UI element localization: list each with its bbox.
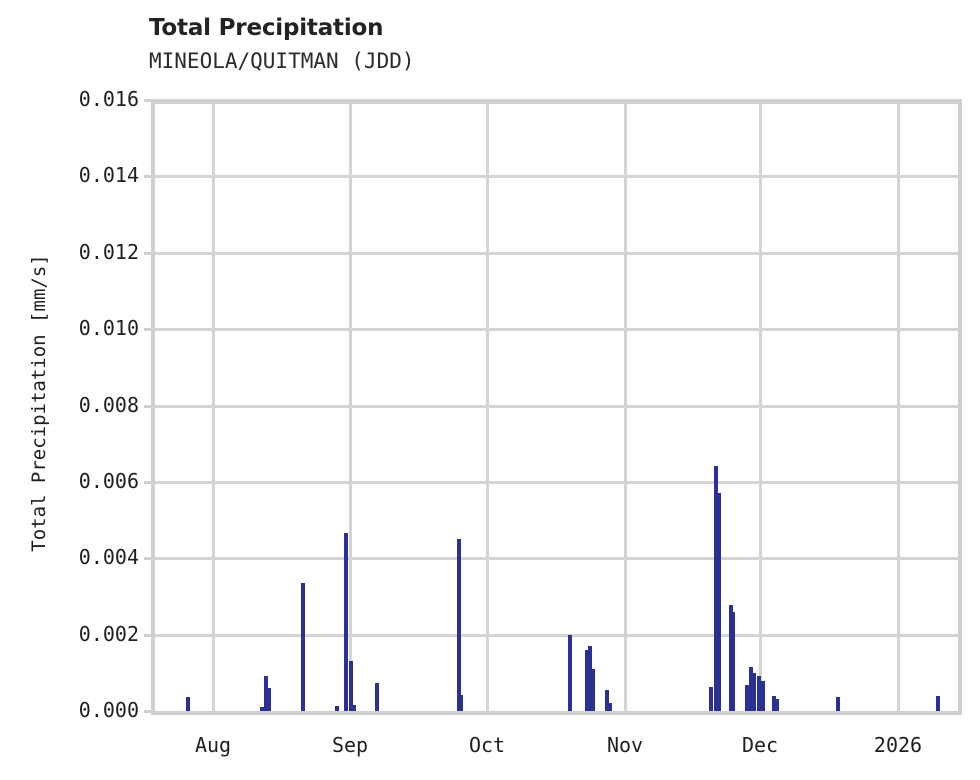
bar (709, 687, 713, 711)
gridline-horizontal (151, 251, 962, 255)
x-tick-label: Oct (468, 733, 506, 757)
bar (608, 702, 612, 711)
bar (260, 706, 264, 711)
plot-border-right (958, 100, 962, 715)
plot-border-bottom (151, 711, 962, 715)
gridline-horizontal (151, 633, 962, 637)
y-axis-label: Total Precipitation [mm/s] (28, 254, 50, 552)
gridline-vertical (212, 100, 215, 715)
gridline-horizontal (151, 480, 962, 484)
bar (745, 685, 749, 711)
gridline-horizontal (151, 328, 962, 332)
gridline-horizontal (151, 175, 962, 179)
chart-subtitle: MINEOLA/QUITMAN (JDD) (149, 49, 415, 73)
gridline-horizontal (151, 557, 962, 561)
bar (752, 672, 756, 711)
x-tick-label: 2026 (873, 733, 923, 757)
x-tick-label: Aug (194, 733, 232, 757)
bar (459, 694, 463, 711)
x-tick-label: Nov (606, 733, 644, 757)
bar (457, 538, 461, 711)
bar (714, 465, 718, 711)
gridline-vertical (349, 100, 352, 715)
x-tick-label: Sep (331, 733, 369, 757)
bar (772, 695, 776, 711)
bar (375, 683, 379, 711)
plot-area (151, 99, 962, 715)
bar (352, 704, 356, 711)
x-tick-label: Dec (741, 733, 779, 757)
bar (717, 493, 721, 711)
bar (605, 690, 609, 711)
chart-title: Total Precipitation (149, 15, 384, 41)
bar (267, 688, 271, 711)
bar (301, 582, 305, 711)
bar (349, 661, 353, 711)
bar (186, 696, 190, 711)
gridline-vertical (759, 100, 762, 715)
bar (588, 645, 592, 711)
bar (568, 635, 572, 711)
bar (836, 696, 840, 711)
bar (775, 698, 779, 711)
gridline-vertical (897, 100, 900, 715)
bar (761, 681, 765, 711)
bar (344, 533, 348, 711)
bar (757, 675, 761, 711)
bar (591, 669, 595, 711)
plot-border-top (151, 100, 962, 104)
bar (585, 649, 589, 711)
bar (335, 706, 339, 711)
bar (731, 612, 735, 711)
gridline-vertical (486, 100, 489, 715)
bar (749, 667, 753, 711)
gridline-vertical (624, 100, 627, 715)
bar (264, 675, 268, 711)
gridline-horizontal (151, 404, 962, 408)
plot-border-left (151, 100, 155, 715)
bar (936, 695, 940, 711)
